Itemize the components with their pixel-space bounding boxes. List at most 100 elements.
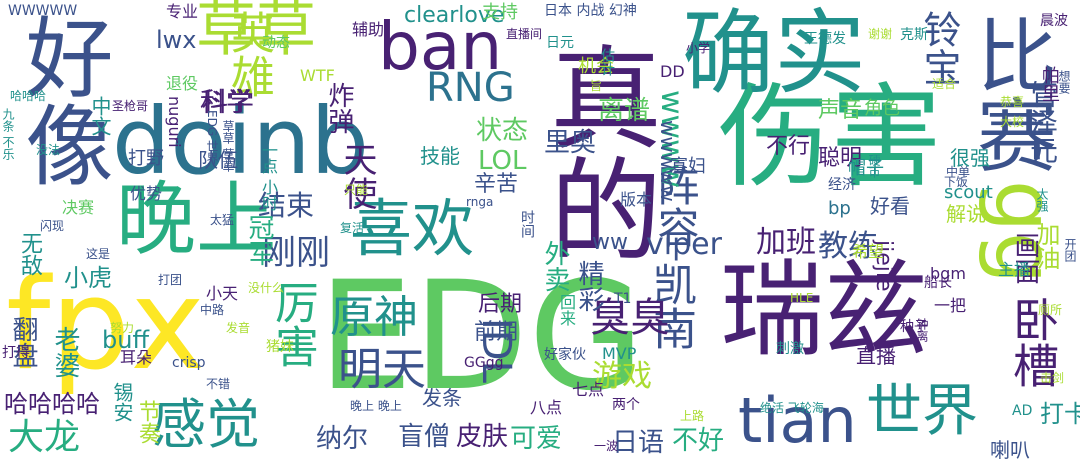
cloud-word: 精彩: [574, 260, 604, 312]
cloud-word: tian: [738, 384, 857, 457]
cloud-word: 角色: [864, 98, 900, 119]
cloud-word: 小学: [686, 41, 711, 55]
cloud-word: 哈哈哈: [10, 89, 47, 103]
cloud-word: 画面: [1010, 232, 1040, 284]
cloud-word: 好家伙: [544, 347, 586, 363]
cloud-word: 无敌: [17, 232, 42, 276]
cloud-word: 锡安: [110, 382, 134, 422]
cloud-word: 上路: [680, 409, 705, 423]
cloud-word: 中单: [946, 165, 971, 179]
cloud-word: 旨: [590, 79, 603, 93]
cloud-word: 不好: [672, 426, 725, 456]
cloud-word: 绝活 飞轮海: [760, 401, 824, 415]
cloud-word: 科学: [202, 88, 255, 118]
cloud-word: 世界: [866, 379, 978, 444]
cloud-word: 哈哈哈哈: [4, 390, 100, 418]
cloud-word: 机会: [578, 56, 614, 77]
cloud-word: 加油: [1032, 222, 1060, 270]
cloud-word: 结束: [258, 189, 315, 222]
cloud-word: 阵容: [651, 164, 700, 248]
cloud-word: 队伍: [198, 148, 238, 172]
cloud-word: 英雄: [223, 10, 274, 98]
cloud-word: 好看: [870, 194, 910, 218]
cloud-word: 很强: [950, 146, 990, 170]
cloud-word: bgm: [930, 264, 966, 283]
cloud-word: 聪明: [818, 146, 863, 171]
cloud-word: 真的: [531, 40, 661, 264]
cloud-word: fpx: [6, 251, 205, 398]
cloud-word: 复活: [340, 221, 365, 235]
cloud-word: 凯南: [645, 262, 696, 350]
cloud-word: 皮肤: [456, 422, 509, 452]
cloud-word: 喜欢: [350, 192, 475, 265]
cloud-word: 冠军: [244, 214, 274, 266]
cloud-word: 估计: [599, 48, 615, 76]
cloud-word: 耳朵: [120, 348, 153, 367]
cloud-word: 帽子: [848, 158, 884, 179]
cloud-word: 晚上 晚上: [350, 399, 402, 413]
cloud-word: 太猛: [210, 213, 235, 227]
cloud-word: 猪妹: [266, 339, 294, 355]
cloud-word: EDG: [318, 250, 645, 424]
cloud-word: 草草: [196, 0, 316, 65]
cloud-word: 支持: [482, 2, 518, 23]
cloud-word: viper: [646, 227, 722, 262]
cloud-word: 希望: [852, 242, 885, 261]
cloud-word: 发条: [422, 386, 462, 410]
cloud-word: clearlove: [404, 3, 505, 28]
cloud-word: 回来: [557, 294, 576, 326]
cloud-word: 优势: [130, 184, 163, 203]
cloud-word: 日本 内战 幻神: [544, 3, 637, 19]
cloud-word: 好像: [11, 12, 114, 188]
cloud-word: ww: [592, 230, 628, 255]
cloud-word: 节奏: [135, 400, 160, 444]
cloud-word: 没法: [36, 143, 61, 157]
cloud-word: 经济: [828, 177, 856, 193]
cloud-word: 里奥: [544, 128, 597, 158]
cloud-word: 寡妇: [670, 156, 706, 177]
cloud-word: 管泽元: [1026, 80, 1059, 164]
cloud-word: 感觉: [152, 393, 260, 456]
cloud-word: 离谱: [598, 96, 651, 126]
cloud-word: 九条 不乐: [1, 108, 15, 160]
cloud-word: LOL: [478, 146, 527, 176]
cloud-word: 谢谢: [868, 27, 893, 41]
cloud-word: 想要: [1057, 70, 1071, 94]
cloud-word: 刚刚: [262, 233, 330, 273]
cloud-word: 小虎: [64, 264, 112, 292]
cloud-word: 厉害: [267, 280, 318, 368]
cloud-word: 辛苦: [474, 172, 519, 197]
cloud-word: EDG 世界: [205, 110, 219, 164]
cloud-word: 开团: [1063, 238, 1077, 262]
cloud-word: 卧槽: [1006, 296, 1060, 388]
cloud-word: 圣枪哥: [112, 99, 149, 113]
cloud-word: 状态: [476, 116, 529, 146]
cloud-word: 决赛: [62, 198, 95, 217]
cloud-word: 努力: [110, 321, 135, 335]
cloud-word: 前期: [474, 320, 519, 345]
cloud-word: 船长: [924, 275, 952, 291]
cloud-word: 七点: [572, 380, 605, 399]
cloud-word: 天使: [337, 142, 377, 210]
cloud-word: 一波: [594, 439, 619, 453]
cloud-word: 一点 小时: [259, 142, 278, 212]
cloud-word: WWWWW: [8, 3, 78, 19]
cloud-word: 不行: [766, 134, 811, 159]
cloud-word: 加班: [756, 225, 816, 260]
cloud-word: 明天: [338, 344, 426, 395]
cloud-word: 专业: [166, 2, 199, 21]
cloud-word: 没什么: [248, 281, 285, 295]
cloud-word: scout: [944, 182, 993, 203]
cloud-word: ban: [378, 8, 503, 85]
cloud-word: 钟离: [915, 318, 929, 342]
cloud-word: GGgg: [464, 355, 504, 371]
cloud-word: 游戏: [592, 359, 652, 394]
cloud-word: 教练: [818, 229, 878, 264]
cloud-word: 老婆: [50, 326, 80, 378]
cloud-word: jiejie: [871, 240, 896, 292]
cloud-word: 打得: [2, 345, 30, 361]
cloud-word: 太强: [1035, 188, 1049, 212]
cloud-word: 臭臭: [590, 295, 670, 341]
cloud-word: RNG: [426, 65, 515, 111]
